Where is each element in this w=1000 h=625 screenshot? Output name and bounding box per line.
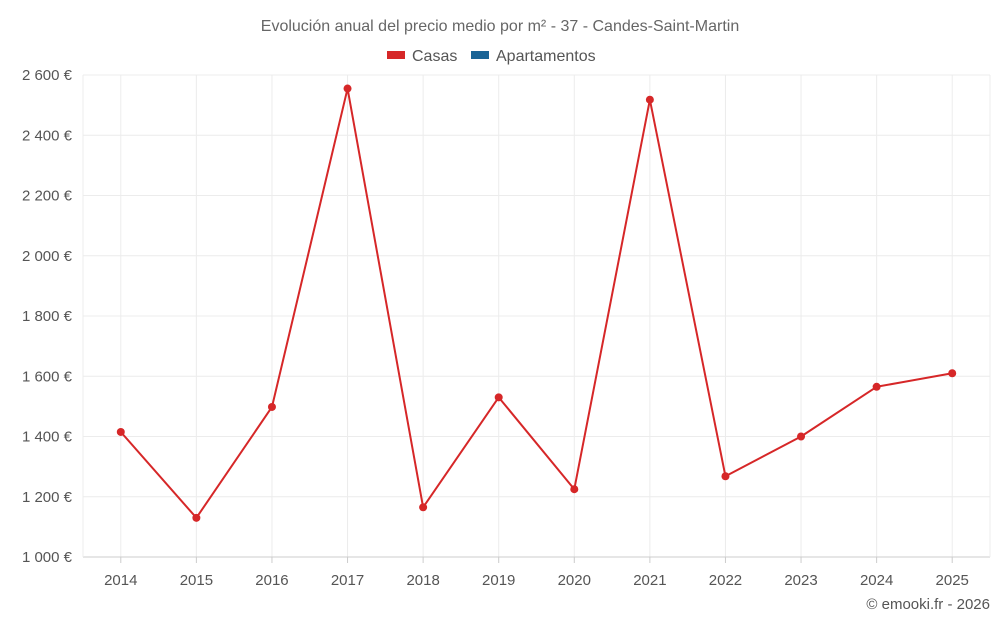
y-tick-label: 1 400 € [22, 429, 73, 446]
y-tick-label: 1 800 € [22, 308, 73, 325]
data-point-casas-2025[interactable] [948, 369, 957, 378]
grid [83, 74, 990, 558]
data-point-casas-2022[interactable] [721, 472, 730, 481]
series-line-casas [120, 87, 953, 519]
y-tick-label: 1 200 € [22, 489, 73, 506]
y-tick-label: 2 000 € [22, 248, 73, 265]
data-point-casas-2015[interactable] [192, 513, 201, 522]
x-tick-label: 2019 [482, 572, 515, 589]
y-tick-label: 2 600 € [22, 67, 73, 84]
y-axis-ticks: 1 000 € 1 200 € 1 400 € 1 600 € 1 800 € 2 000… [22, 67, 73, 566]
x-axis-ticks: 2014 2015 2016 2017 2018 2019 2020 2021 2022 2023… [104, 572, 969, 589]
y-tick-label: 2 200 € [22, 188, 73, 205]
chart-title: Evolución anual del precio medio por m² … [261, 18, 739, 35]
y-tick-label: 2 400 € [22, 127, 73, 144]
series-casas [116, 84, 957, 522]
legend-label-casas: Casas [412, 48, 457, 65]
data-point-casas-2017[interactable] [343, 84, 352, 93]
data-point-casas-2024[interactable] [872, 382, 881, 391]
axes [82, 75, 991, 563]
legend-item-casas[interactable]: Casas [387, 48, 457, 65]
x-tick-label: 2023 [784, 572, 817, 589]
x-tick-label: 2024 [860, 572, 893, 589]
x-tick-label: 2015 [180, 572, 213, 589]
x-tick-label: 2025 [936, 572, 969, 589]
x-tick-label: 2022 [709, 572, 742, 589]
data-point-casas-2014[interactable] [116, 427, 125, 436]
legend-label-apartamentos: Apartamentos [496, 48, 596, 65]
y-tick-label: 1 600 € [22, 368, 73, 385]
x-tick-label: 2014 [104, 572, 137, 589]
data-point-casas-2023[interactable] [797, 432, 806, 441]
credit-text: © emooki.fr - 2026 [866, 596, 990, 613]
legend-item-apartamentos[interactable]: Apartamentos [471, 48, 596, 65]
x-tick-label: 2016 [255, 572, 288, 589]
legend-swatch-apartamentos [471, 51, 489, 59]
data-point-casas-2016[interactable] [267, 402, 276, 411]
data-point-casas-2019[interactable] [494, 393, 503, 402]
legend: Casas Apartamentos [387, 48, 596, 65]
y-tick-label: 1 000 € [22, 549, 73, 566]
x-tick-label: 2017 [331, 572, 364, 589]
x-tick-label: 2021 [633, 572, 666, 589]
x-tick-label: 2020 [558, 572, 591, 589]
data-point-casas-2018[interactable] [419, 503, 428, 512]
data-point-casas-2020[interactable] [570, 485, 579, 494]
legend-swatch-casas [387, 51, 405, 59]
data-point-casas-2021[interactable] [645, 95, 654, 104]
x-tick-label: 2018 [406, 572, 439, 589]
